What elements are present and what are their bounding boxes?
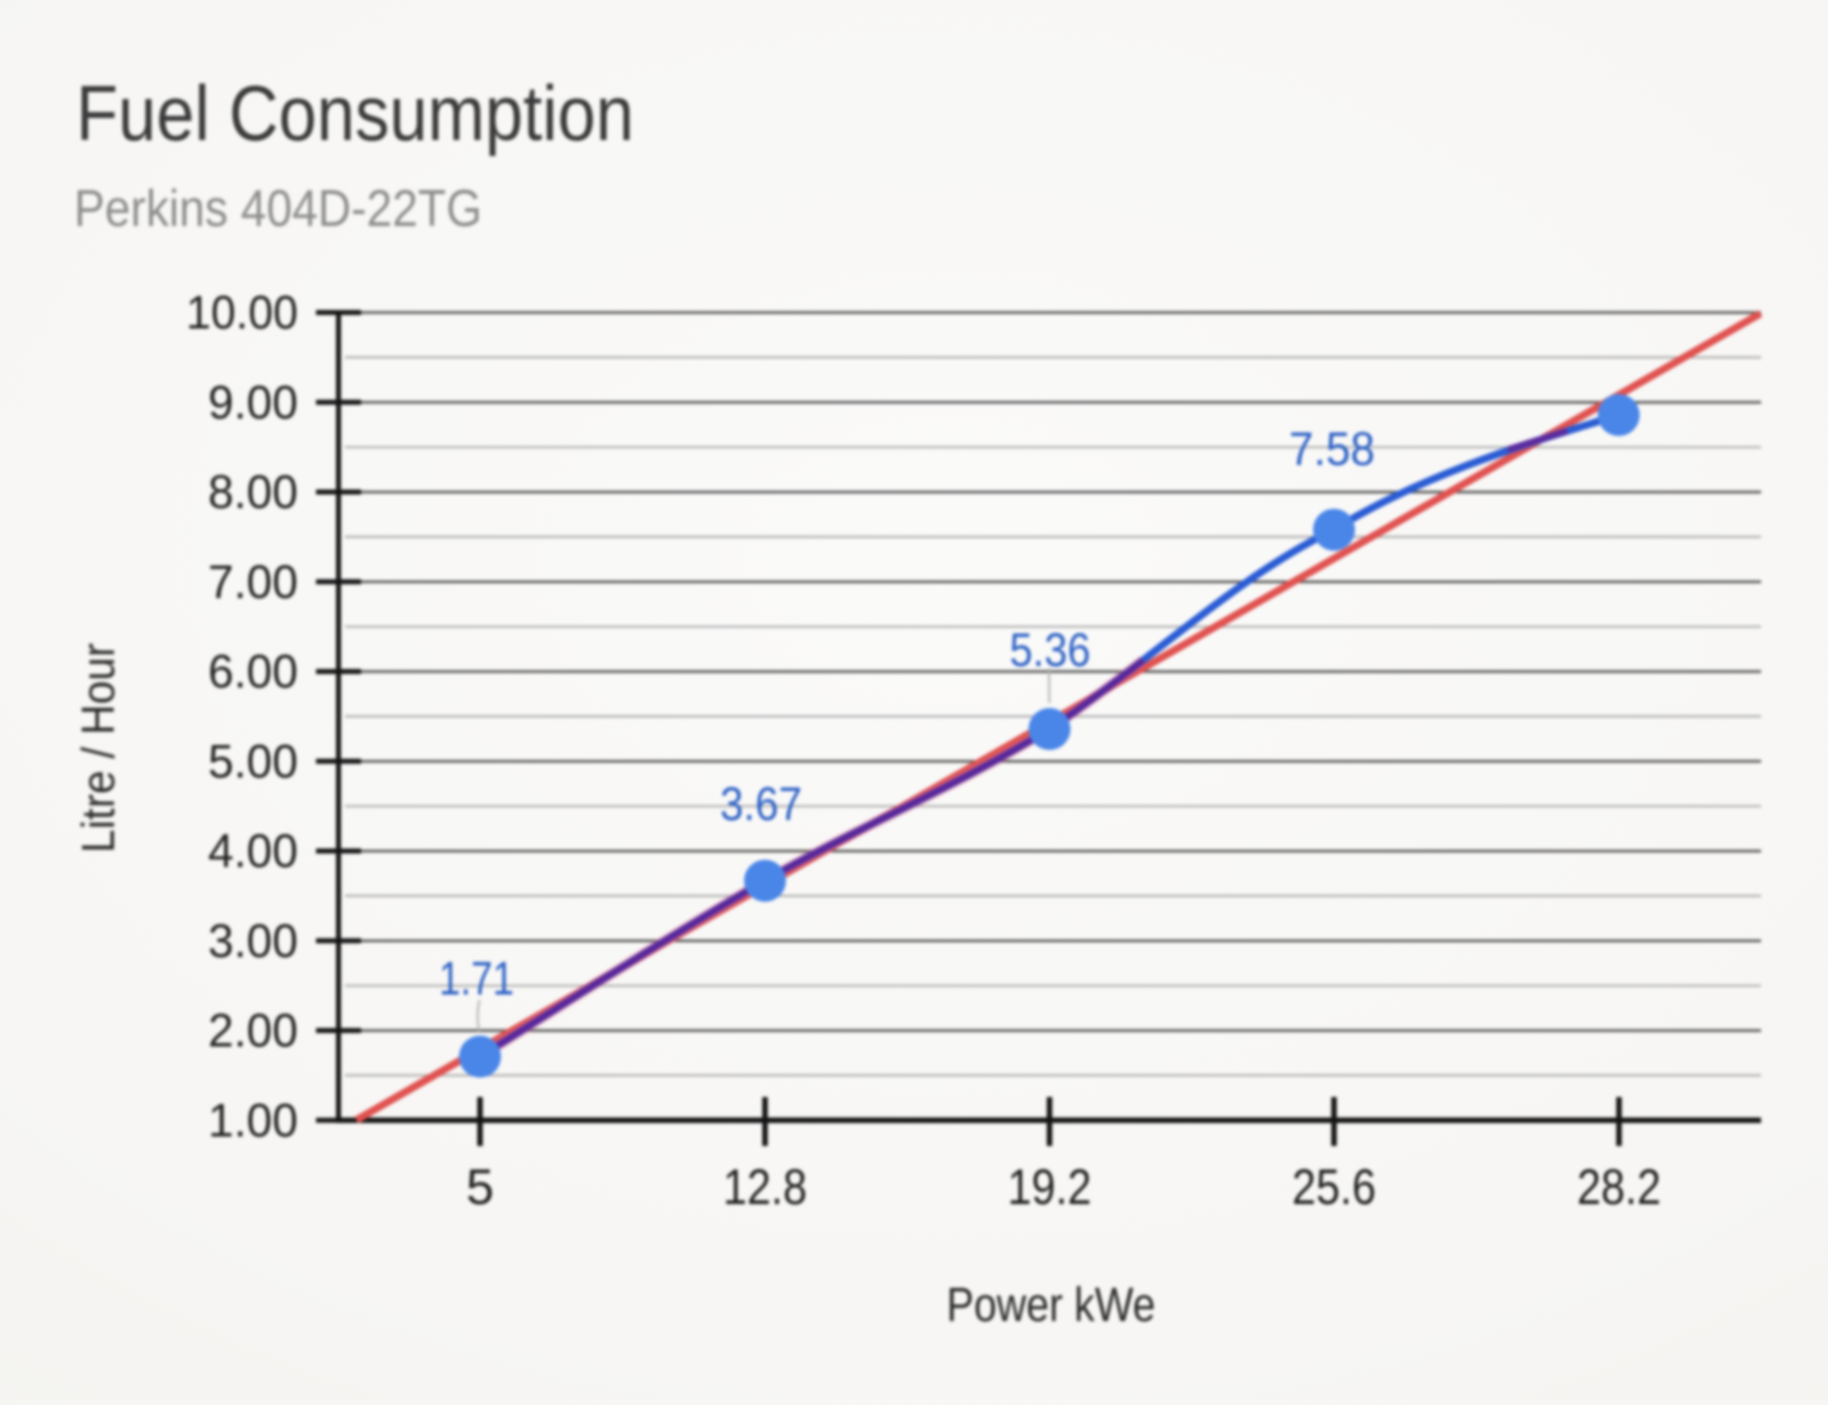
svg-text:19.2: 19.2: [1008, 1159, 1092, 1215]
svg-text:8.00: 8.00: [208, 465, 298, 518]
svg-text:3.67: 3.67: [720, 777, 802, 830]
svg-text:25.6: 25.6: [1292, 1159, 1376, 1215]
svg-text:9.00: 9.00: [208, 375, 298, 428]
svg-text:1.71: 1.71: [439, 952, 514, 1005]
svg-text:5.00: 5.00: [208, 734, 298, 787]
svg-text:Litre / Hour: Litre / Hour: [72, 643, 124, 853]
svg-text:6.00: 6.00: [208, 645, 298, 698]
svg-text:Power kWe: Power kWe: [947, 1279, 1156, 1332]
svg-text:3.00: 3.00: [208, 914, 298, 967]
svg-text:5.36: 5.36: [1010, 623, 1091, 676]
svg-text:5: 5: [466, 1159, 494, 1215]
svg-text:7.58: 7.58: [1289, 422, 1375, 475]
svg-text:28.2: 28.2: [1577, 1159, 1661, 1215]
svg-text:4.00: 4.00: [208, 824, 298, 877]
svg-text:2.00: 2.00: [208, 1004, 298, 1057]
svg-text:1.00: 1.00: [208, 1093, 298, 1146]
svg-text:Perkins 404D-22TG: Perkins 404D-22TG: [74, 180, 482, 238]
svg-text:10.00: 10.00: [186, 286, 298, 339]
svg-text:7.00: 7.00: [208, 555, 298, 608]
svg-text:Fuel Consumption: Fuel Consumption: [76, 69, 634, 157]
svg-text:12.8: 12.8: [723, 1159, 807, 1215]
